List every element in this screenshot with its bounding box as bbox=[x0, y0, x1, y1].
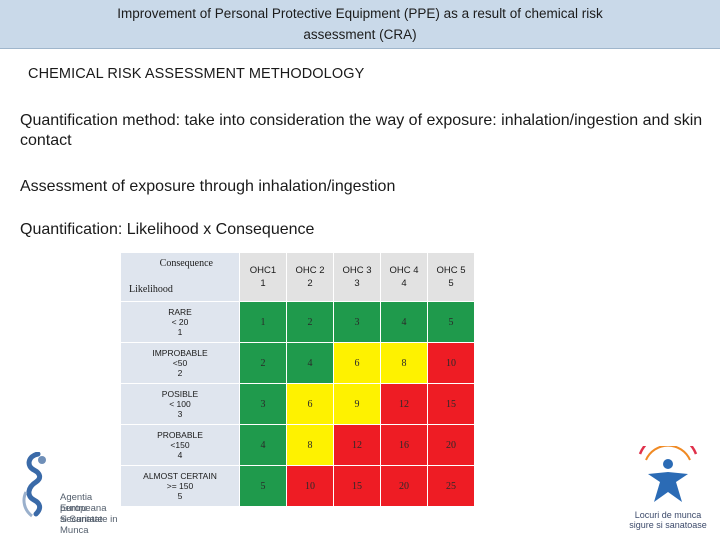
matrix-cell: 8 bbox=[380, 342, 428, 384]
likelihood-label: Likelihood bbox=[129, 284, 173, 295]
matrix-cell: 20 bbox=[380, 465, 428, 507]
healthy-workplaces-logo: Locuri de munca sigure si sanatoase bbox=[618, 433, 718, 530]
matrix-cell: 4 bbox=[239, 424, 287, 466]
matrix-cell: 6 bbox=[333, 342, 381, 384]
row-header-almost-certain: ALMOST CERTAIN >= 150 5 bbox=[120, 465, 240, 507]
row-header-probable: PROBABLE <150 4 bbox=[120, 424, 240, 466]
matrix-cell: 12 bbox=[333, 424, 381, 466]
matrix-cell: 8 bbox=[286, 424, 334, 466]
matrix-cell: 6 bbox=[286, 383, 334, 425]
matrix-cell: 2 bbox=[239, 342, 287, 384]
formula-text: Quantification: Likelihood x Consequence bbox=[20, 221, 315, 238]
hw-line-2: sigure si sanatoase bbox=[629, 520, 707, 530]
matrix-row-posible: POSIBLE < 100 3 3 6 9 12 15 bbox=[120, 383, 475, 425]
matrix-cell: 10 bbox=[427, 342, 475, 384]
row-header-rare: RARE < 20 1 bbox=[120, 301, 240, 343]
matrix-row-almost-certain: ALMOST CERTAIN >= 150 5 5 10 15 20 25 bbox=[120, 465, 475, 507]
consequence-label: Consequence bbox=[159, 258, 213, 269]
title-line-2: assessment (CRA) bbox=[303, 27, 417, 42]
osha-line-3: si Sanatate in Munca bbox=[60, 514, 118, 536]
matrix-cell: 15 bbox=[427, 383, 475, 425]
matrix-cell: 3 bbox=[239, 383, 287, 425]
column-header-ohc1: OHC1 1 bbox=[239, 252, 287, 302]
matrix-cell: 4 bbox=[286, 342, 334, 384]
matrix-cell: 9 bbox=[333, 383, 381, 425]
matrix-cell: 15 bbox=[333, 465, 381, 507]
matrix-cell: 3 bbox=[333, 301, 381, 343]
matrix-row-rare: RARE < 20 1 1 2 3 4 5 bbox=[120, 301, 475, 343]
title-line-1: Improvement of Personal Protective Equip… bbox=[117, 6, 603, 21]
matrix-cell: 2 bbox=[286, 301, 334, 343]
matrix-cell: 5 bbox=[239, 465, 287, 507]
matrix-cell: 10 bbox=[286, 465, 334, 507]
osha-line-1: Agentia Europeana bbox=[60, 492, 107, 514]
eu-osha-logo: Agentia Europeana pentru Securitate si S… bbox=[20, 451, 130, 536]
matrix-corner: Consequence Likelihood bbox=[120, 252, 240, 302]
matrix-cell: 4 bbox=[380, 301, 428, 343]
matrix-row-improbable: IMPROBABLE <50 2 2 4 6 8 10 bbox=[120, 342, 475, 384]
matrix-cell: 1 bbox=[239, 301, 287, 343]
matrix-cell: 5 bbox=[427, 301, 475, 343]
row-header-posible: POSIBLE < 100 3 bbox=[120, 383, 240, 425]
quantification-method-text: Quantification method: take into conside… bbox=[20, 112, 703, 149]
osha-line-2: pentru Securitate bbox=[60, 503, 103, 525]
assessment-text: Assessment of exposure through inhalatio… bbox=[20, 178, 396, 195]
title-banner: Improvement of Personal Protective Equip… bbox=[0, 0, 720, 49]
matrix-row-probable: PROBABLE <150 4 4 8 12 16 20 bbox=[120, 424, 475, 466]
osha-figure-icon bbox=[22, 451, 46, 518]
hw-line-1: Locuri de munca bbox=[634, 510, 702, 520]
matrix-cell: 12 bbox=[380, 383, 428, 425]
matrix-cell: 16 bbox=[380, 424, 428, 466]
row-header-improbable: IMPROBABLE <50 2 bbox=[120, 342, 240, 384]
matrix-cell: 25 bbox=[427, 465, 475, 507]
healthy-workplaces-icon bbox=[638, 433, 698, 502]
section-heading: CHEMICAL RISK ASSESSMENT METHODOLOGY bbox=[28, 66, 365, 82]
matrix-cell: 20 bbox=[427, 424, 475, 466]
